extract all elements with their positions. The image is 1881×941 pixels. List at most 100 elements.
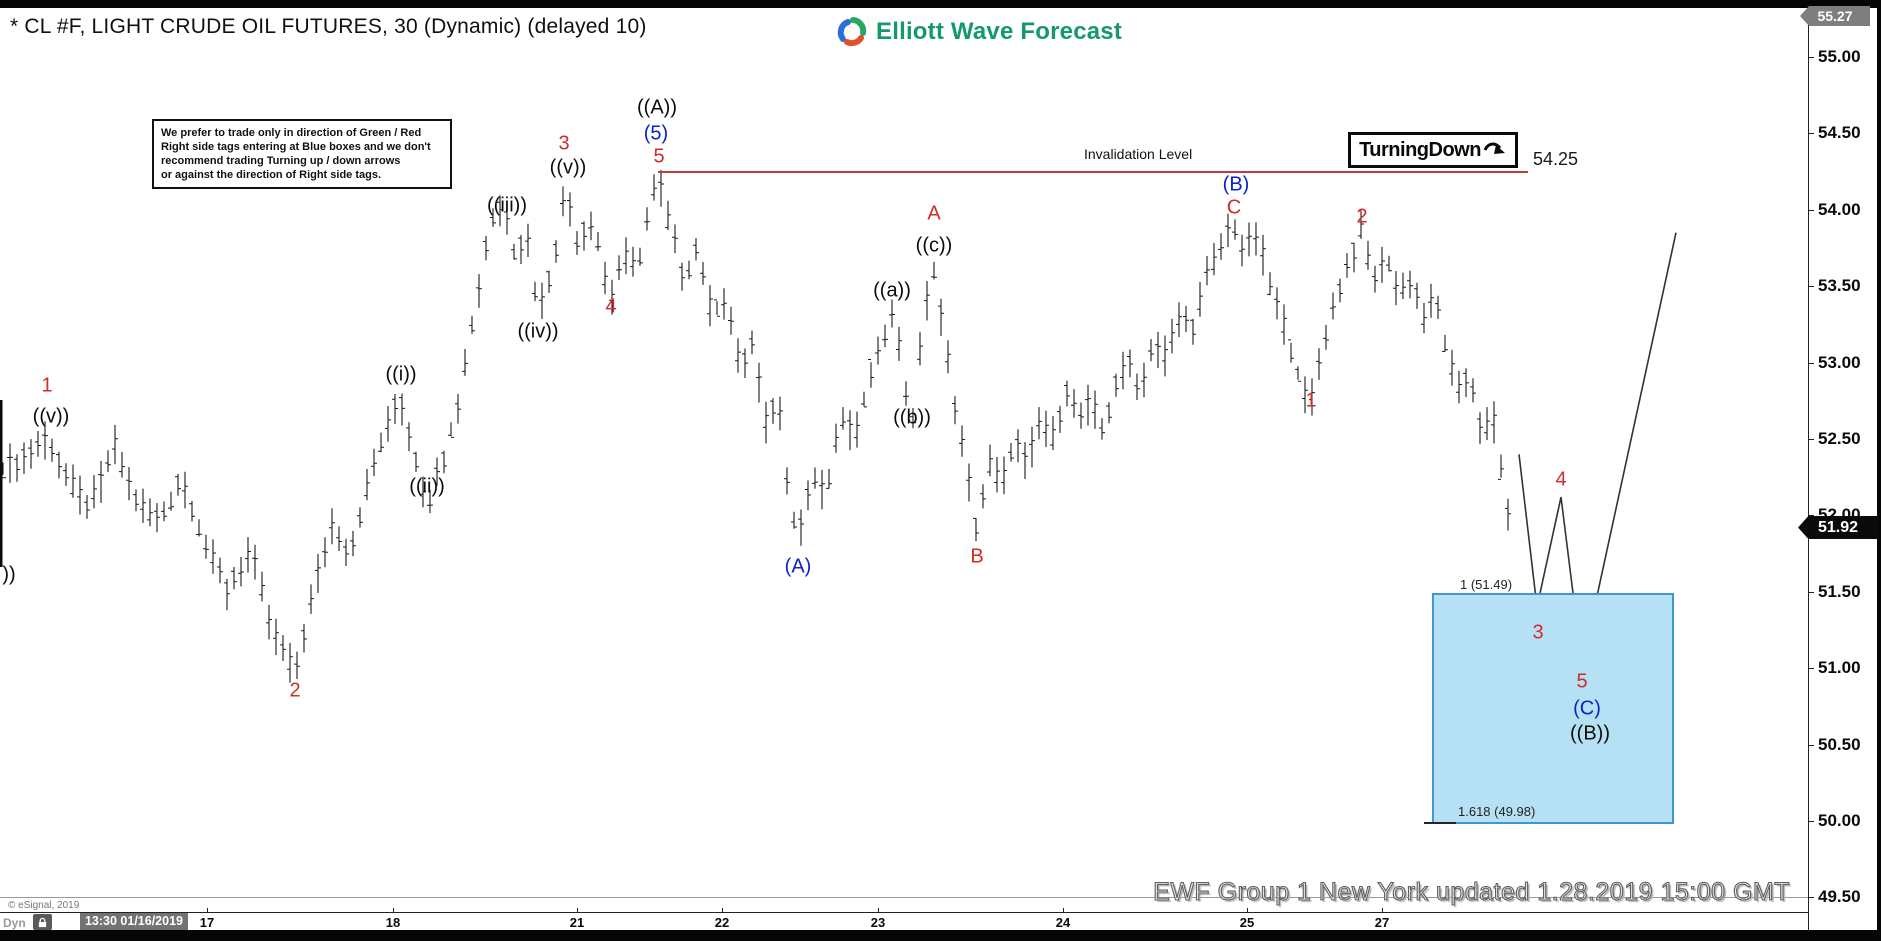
price-tick: [1808, 439, 1814, 440]
date-tick: [722, 908, 723, 913]
date-tick: [1063, 908, 1064, 913]
lock-icon[interactable]: [33, 914, 52, 930]
wave-label: ((B)): [1570, 722, 1610, 745]
wave-label: ((a)): [873, 279, 911, 302]
price-tick: [1808, 286, 1814, 288]
time-axis-line: [0, 912, 1808, 913]
first-bar-timestamp-badge: 13:30 01/16/2019: [80, 913, 188, 930]
copyright-separator-line: [0, 897, 1808, 898]
date-tick: [1382, 908, 1383, 913]
wave-label: 5: [653, 145, 665, 168]
price-tick-label: 53.50: [1818, 276, 1861, 296]
last-price-badge: 51.92: [1798, 516, 1878, 539]
brand-logo: Elliott Wave Forecast: [836, 16, 1122, 48]
wave-label: 4: [605, 295, 617, 318]
wave-label: ((ii)): [409, 475, 445, 498]
price-tick-label: 53.00: [1818, 352, 1861, 372]
right-border-bar: [1877, 0, 1881, 941]
price-tick: [1808, 591, 1814, 593]
wave-label: (5): [643, 122, 669, 145]
turning-down-badge: TurningDown: [1348, 132, 1518, 168]
wave-label: (C): [1573, 697, 1601, 720]
date-tick: [577, 908, 578, 913]
wave-label: 5: [1576, 670, 1588, 693]
price-tick: [1808, 821, 1814, 822]
price-tick-label: 49.50: [1818, 887, 1861, 907]
price-tick: [1808, 57, 1814, 58]
price-tick-label: 54.50: [1818, 123, 1861, 143]
fib-level-label-1: 1 (51.49): [1460, 577, 1513, 592]
price-tick: [1808, 133, 1814, 135]
price-tick: [1808, 209, 1814, 211]
wave-label: ((iv)): [517, 320, 559, 343]
target-blue-box: 1 (51.49) 1.618 (49.98): [1432, 577, 1674, 824]
price-tick: [1808, 362, 1814, 364]
price-tick: [1808, 515, 1814, 517]
wave-label: )): [2, 563, 16, 586]
wave-label: 2: [1356, 205, 1368, 228]
wave-label: 3: [558, 132, 570, 155]
session-high-price-badge: 55.27: [1800, 6, 1870, 26]
wave-label: (B): [1222, 173, 1250, 196]
price-axis-line: [1808, 8, 1809, 930]
date-tick-label: 18: [385, 915, 401, 930]
wave-label: ((i)): [385, 363, 417, 386]
disclaimer-line: We prefer to trade only in direction of …: [161, 127, 422, 139]
turning-down-arrow-icon: [1483, 142, 1505, 154]
top-border-bar: [0, 0, 1881, 8]
wave-label: B: [970, 545, 984, 568]
price-tick: [1808, 744, 1814, 746]
wave-label: ((iii)): [487, 194, 527, 217]
invalidation-price-label: 54.25: [1533, 149, 1579, 169]
wave-label: (A): [784, 555, 812, 578]
ohlc-open-close-ticks: [0, 181, 1511, 670]
copyright-text: © eSignal, 2019: [8, 900, 80, 911]
elliott-wave-logo-icon: [837, 17, 867, 47]
wave-label: ((c)): [915, 234, 953, 257]
bottom-border-bar: [0, 930, 1881, 941]
price-tick-label: 54.00: [1818, 199, 1861, 219]
price-tick-label: 52.50: [1818, 429, 1861, 448]
price-tick-label: 51.50: [1818, 581, 1861, 601]
chart-title: * CL #F, LIGHT CRUDE OIL FUTURES, 30 (Dy…: [10, 15, 647, 38]
date-tick: [393, 908, 394, 913]
wave-label: ((b)): [893, 406, 931, 429]
price-tick: [1808, 668, 1814, 670]
update-watermark: EWF Group 1 New York updated 1.28.2019 1…: [1153, 877, 1790, 906]
date-tick: [207, 908, 208, 913]
price-tick-label: 55.00: [1818, 47, 1861, 66]
disclaimer-line: recommend trading Turning up / down arro…: [161, 155, 401, 167]
wave-label: 4: [1555, 468, 1567, 491]
edge-bar: [0, 400, 3, 567]
invalidation-level-label: Invalidation Level: [1084, 146, 1193, 162]
wave-label: 3: [1532, 621, 1544, 644]
fib-level-label-1618: 1.618 (49.98): [1458, 804, 1536, 819]
date-tick-label: 25: [1239, 915, 1255, 930]
wave-label: ((v)): [549, 156, 587, 179]
price-tick-label: 50.50: [1818, 734, 1861, 754]
ohlc-bars: [2, 170, 1509, 683]
wave-label: A: [927, 202, 941, 225]
wave-label: 1: [1305, 389, 1317, 412]
price-tick-label: 50.00: [1818, 811, 1861, 830]
price-tick-label: 51.00: [1818, 658, 1861, 678]
date-tick-label: 21: [569, 915, 585, 930]
disclaimer-line: or against the direction of Right side t…: [161, 169, 382, 181]
price-tick: [1808, 897, 1814, 899]
invalidation-level-line: [658, 171, 1528, 173]
dyn-mode-label[interactable]: Dyn: [3, 916, 26, 930]
date-tick-label: 24: [1055, 915, 1071, 930]
date-tick-label: 17: [199, 915, 215, 930]
date-tick-label: 23: [870, 915, 886, 930]
wave-label: 2: [289, 679, 301, 702]
brand-logo-text: Elliott Wave Forecast: [876, 18, 1123, 45]
wave-label: ((v)): [32, 405, 70, 428]
disclaimer-box: We prefer to trade only in direction of …: [152, 119, 452, 189]
date-tick-label: 22: [714, 915, 730, 930]
disclaimer-line: Right side tags entering at Blue boxes a…: [161, 141, 431, 153]
wave-label: C: [1226, 196, 1242, 219]
date-tick: [878, 908, 879, 913]
date-tick-label: 27: [1374, 915, 1390, 930]
date-tick: [1247, 908, 1248, 913]
